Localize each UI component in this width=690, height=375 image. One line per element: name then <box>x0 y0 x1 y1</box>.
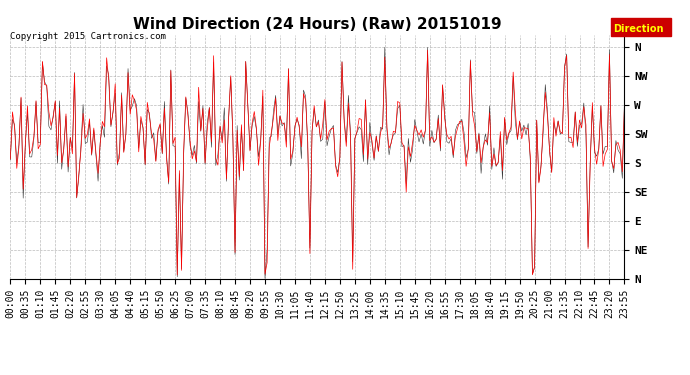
Title: Wind Direction (24 Hours) (Raw) 20151019: Wind Direction (24 Hours) (Raw) 20151019 <box>133 17 502 32</box>
Text: Copyright 2015 Cartronics.com: Copyright 2015 Cartronics.com <box>10 32 166 41</box>
Text: Direction: Direction <box>613 24 663 34</box>
